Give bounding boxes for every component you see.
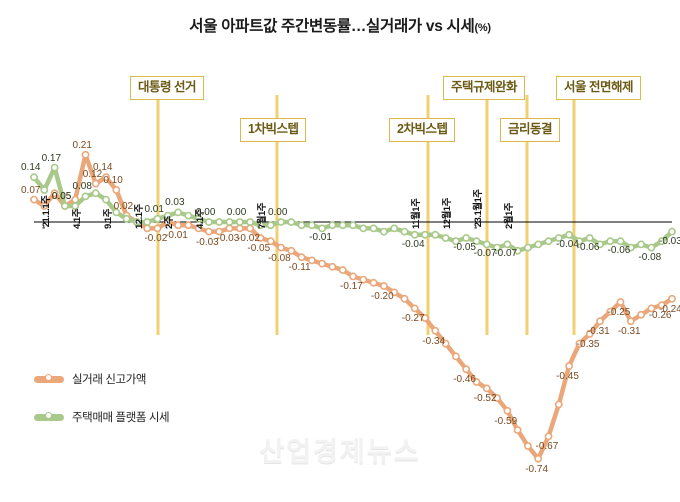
- data-point-label: 0.17: [41, 152, 62, 164]
- data-point-label: -0.26: [648, 310, 672, 322]
- data-point-label: -0.27: [401, 313, 425, 325]
- data-point-label: -0.04: [401, 238, 425, 250]
- x-tick-label: 9.1주: [102, 209, 114, 229]
- data-point-label: 0.05: [51, 191, 72, 202]
- data-point-label: -0.02: [237, 233, 260, 245]
- data-point-label: 0.05: [51, 191, 72, 202]
- data-point-label: -0.46: [453, 374, 476, 386]
- data-point-label: -0.01: [165, 230, 188, 242]
- data-point-label: -0.05: [453, 242, 476, 253]
- data-point-label: -0.03: [195, 236, 219, 248]
- x-tick-label: 2월1주: [504, 202, 516, 229]
- data-point-label: -0.59: [494, 415, 518, 427]
- data-point-label: -0.74: [525, 463, 549, 475]
- data-point-label: -0.07: [494, 248, 518, 260]
- annotation-box-1: 대통령 선거: [130, 76, 204, 100]
- data-point-label: 0.21: [72, 139, 92, 151]
- data-point-label: -0.03: [216, 233, 240, 245]
- data-point-label: 0.00: [226, 207, 247, 218]
- data-point-label: 0.03: [165, 197, 185, 209]
- annotation-box-2: 1차빅스텝: [240, 118, 307, 142]
- data-point-label: -0.34: [422, 335, 446, 347]
- data-point-label: 0.14: [21, 162, 41, 174]
- data-point-label: -0.08: [267, 252, 291, 264]
- data-point-label: -0.45: [556, 371, 579, 382]
- data-point-label: -0.52: [473, 393, 497, 405]
- data-point-label: -0.67: [535, 441, 559, 453]
- data-point-label: 0.01: [144, 203, 164, 215]
- data-point-label: -0.01: [309, 232, 332, 244]
- chart-legend: 실거래 신고가액 주택매매 플랫폼 시세: [34, 368, 170, 444]
- legend-swatch-platform: [34, 412, 64, 421]
- x-tick-label: 11월1주: [411, 198, 423, 229]
- data-point-label: -0.02: [144, 233, 168, 245]
- annotation-box-5: 금리동결: [500, 118, 561, 142]
- data-point-label: -0.24: [659, 303, 680, 315]
- data-point-label: 0.14: [93, 162, 113, 174]
- legend-item-actual: 실거래 신고가액: [34, 368, 169, 390]
- watermark: 산업경제뉴스: [259, 437, 421, 467]
- data-point-label: -0.17: [340, 281, 363, 293]
- data-point-label: 0.00: [267, 207, 288, 218]
- data-point-label: -0.06: [607, 245, 631, 257]
- data-point-label: -0.03: [659, 235, 680, 247]
- x-tick-label: '23.1월1주: [473, 189, 485, 229]
- annotation-box-4: 주택규제완화: [443, 76, 526, 100]
- data-point-label: 0.00: [195, 207, 216, 218]
- data-point-label: -0.35: [576, 339, 600, 350]
- data-point-label: -0.11: [288, 262, 311, 274]
- x-tick-label: 12월1주: [442, 198, 454, 229]
- annotation-box-3: 2차빅스텝: [389, 118, 456, 142]
- data-point-label: -0.31: [586, 326, 610, 338]
- annotation-box-6: 서울 전면해제: [556, 76, 641, 100]
- legend-label-platform: 주택매매 플랫폼 시세: [72, 412, 170, 424]
- chart-title-text: 서울 아파트값 주간변동률…실거래가 vs 시세: [189, 18, 475, 35]
- data-point-label: -0.04: [556, 238, 579, 250]
- data-point-label: -0.25: [607, 307, 631, 318]
- page-title: 서울 아파트값 주간변동률…실거래가 vs 시세(%): [0, 14, 680, 36]
- x-tick-label: 4.1주: [71, 209, 83, 229]
- x-tick-label: 2주: [164, 215, 176, 229]
- legend-swatch-actual: [34, 374, 64, 383]
- data-point-label: -0.05: [247, 243, 271, 254]
- data-point-label: 0.02: [113, 200, 134, 212]
- data-point-label: -0.20: [370, 291, 394, 302]
- data-point-label: 0.07: [21, 184, 41, 196]
- data-point-label: 0.12: [82, 168, 103, 180]
- data-point-label: -0.07: [473, 248, 497, 260]
- data-point-label: -0.08: [638, 251, 662, 263]
- chart-title-unit: (%): [474, 22, 491, 34]
- data-point-label: 0.10: [103, 175, 123, 186]
- x-tick-label: '21.1.1주: [41, 195, 52, 229]
- legend-item-platform: 주택매매 플랫폼 시세: [34, 406, 170, 428]
- data-point-label: 0.08: [72, 181, 92, 193]
- x-tick-label: 7월1주: [257, 202, 269, 229]
- data-point-label: -0.06: [576, 242, 600, 253]
- data-point-label: -0.31: [617, 326, 641, 338]
- legend-label-actual: 실거래 신고가액: [72, 374, 147, 386]
